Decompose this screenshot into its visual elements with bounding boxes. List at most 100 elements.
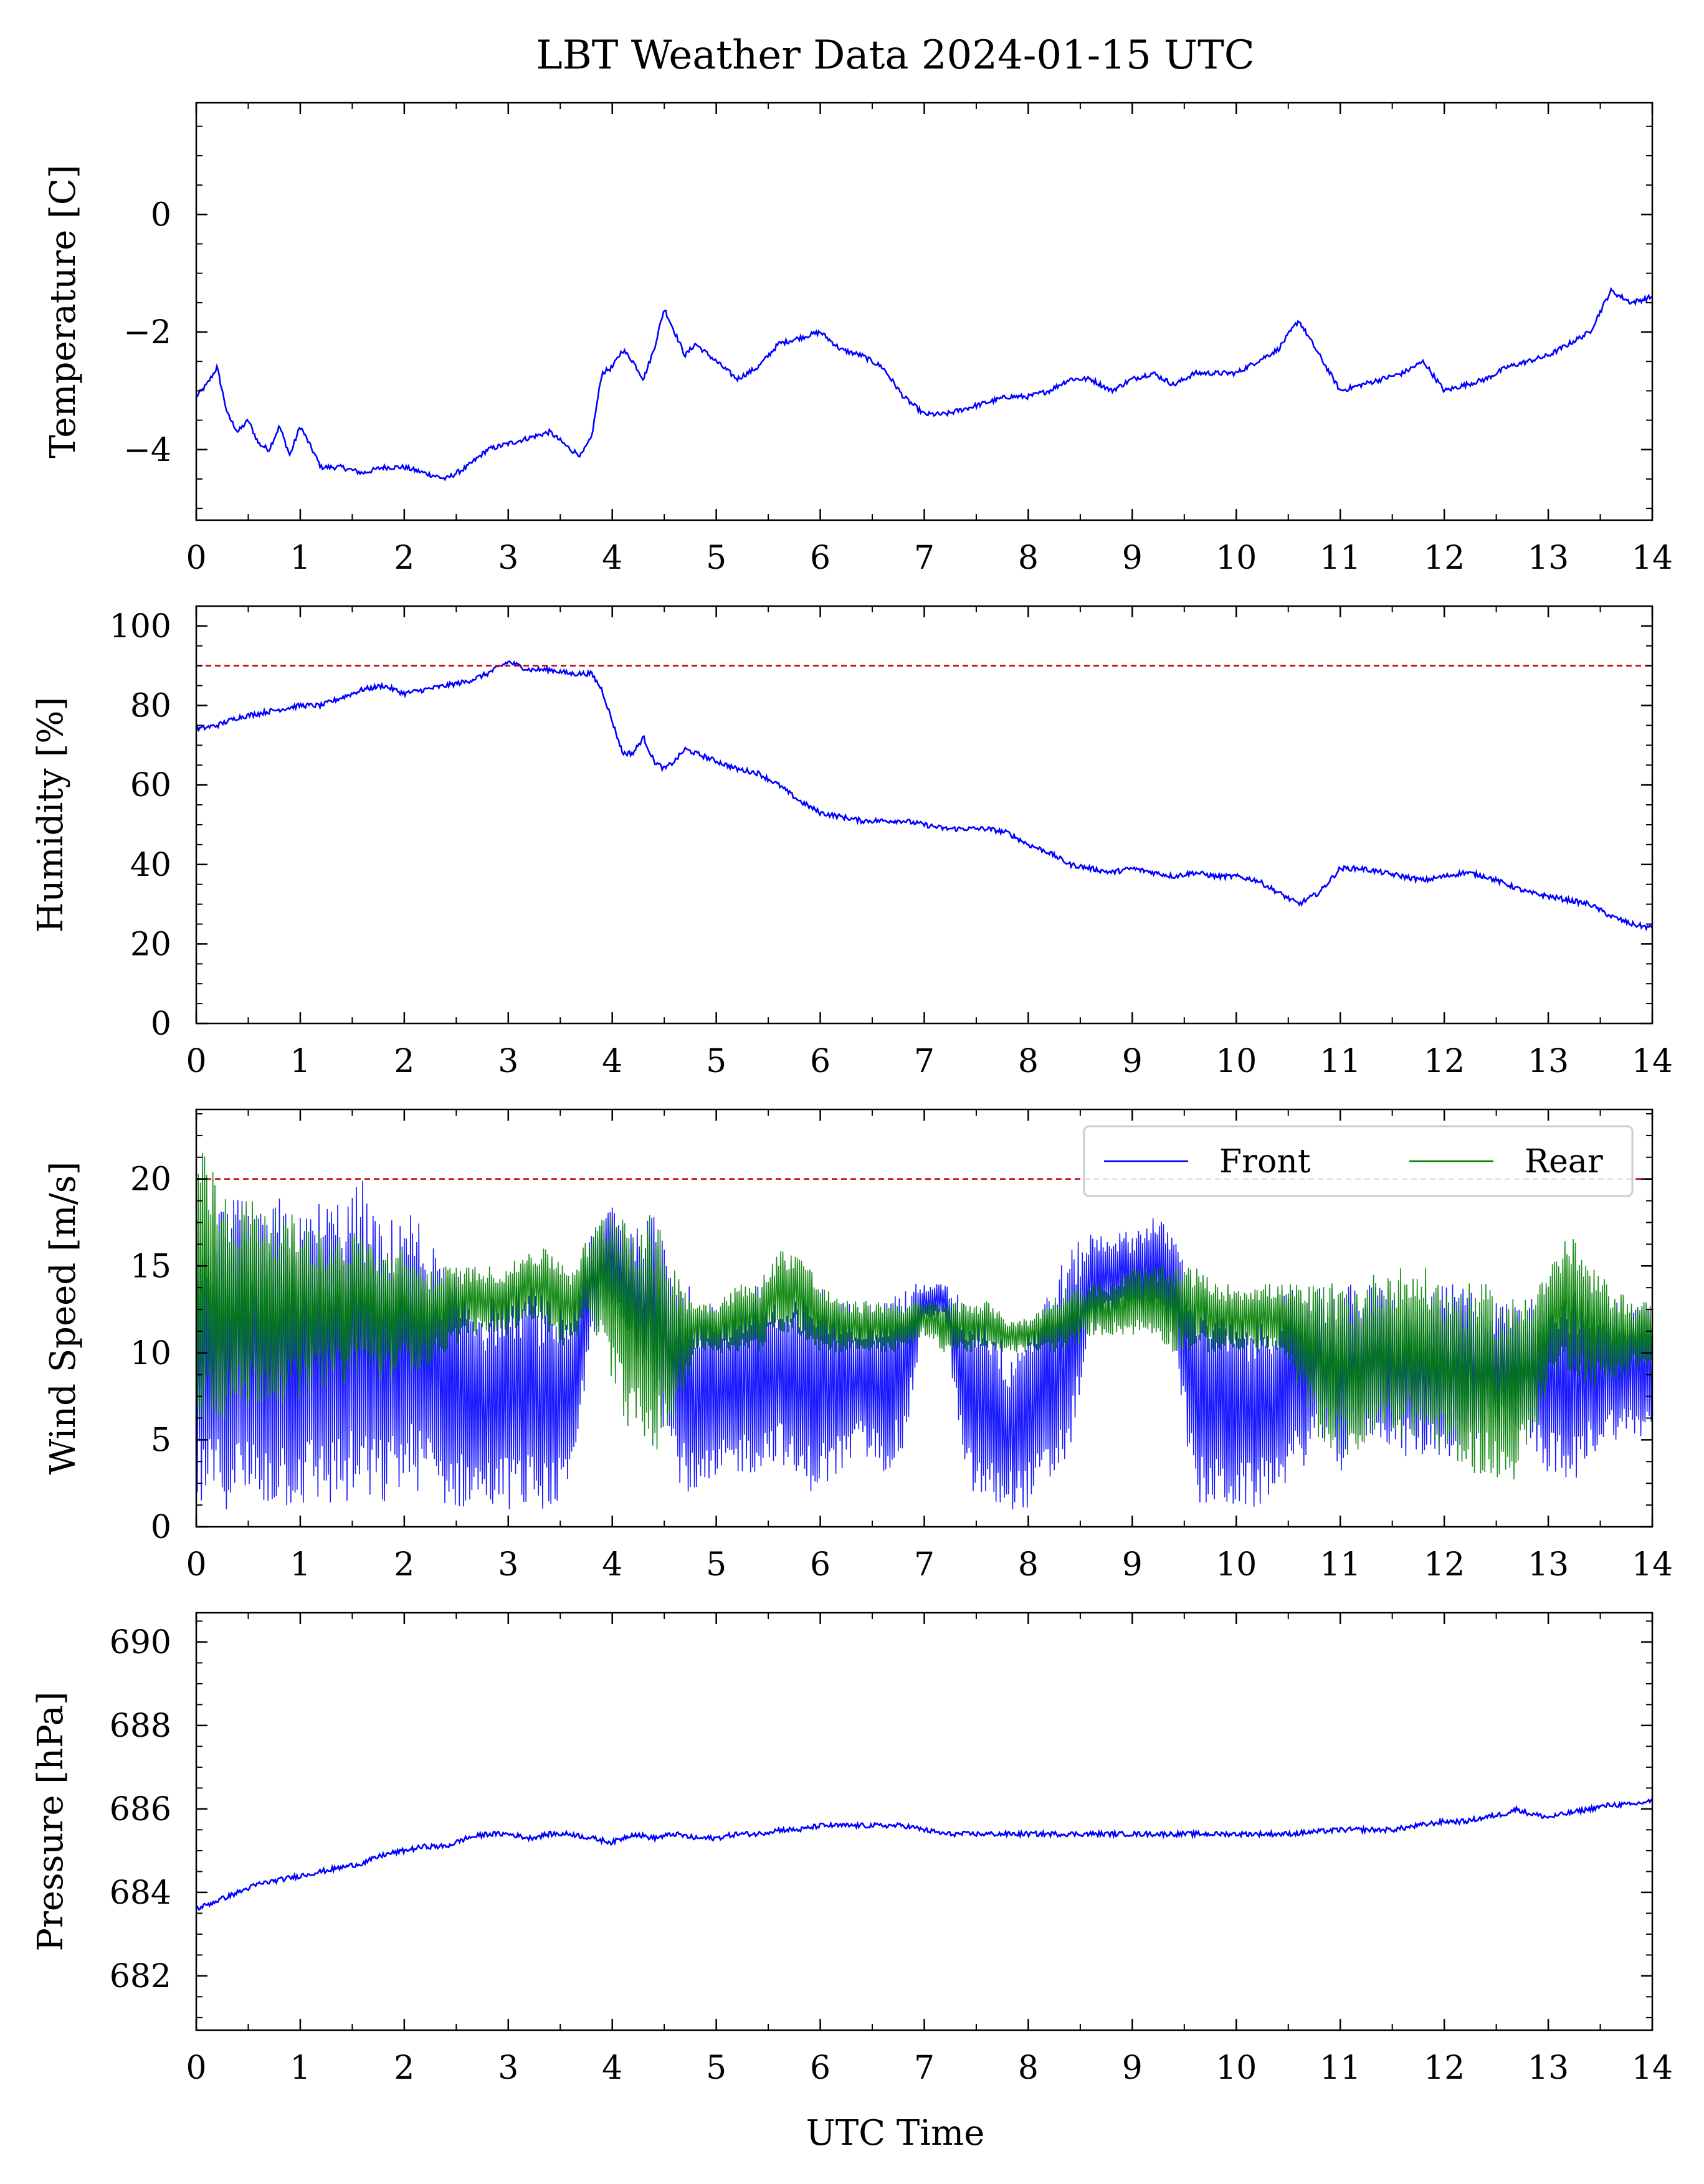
x-tick-label: 13 [1528,1043,1569,1080]
temperature-axes-frame [195,102,1654,521]
x-tick-label: 14 [1632,2049,1673,2087]
x-tick-label: 13 [1528,1546,1569,1583]
y-tick-label: 5 [151,1422,171,1459]
x-tick-label: 4 [602,1043,622,1080]
x-tick-label: 11 [1320,539,1361,577]
humidity-y-axis-label: Humidity [%] [31,697,71,933]
x-tick-label: 9 [1122,1546,1143,1583]
x-tick-label: 10 [1216,1546,1257,1583]
x-tick-label: 3 [498,1546,518,1583]
y-tick-label: −4 [123,432,171,469]
x-tick-label: 2 [394,1546,414,1583]
temperature-series-line [196,287,1652,482]
x-tick-label: 2 [394,1043,414,1080]
y-tick-label: 20 [130,926,171,963]
x-tick-label: 0 [186,539,206,577]
x-tick-label: 10 [1216,1043,1257,1080]
humidity-series-line [196,660,1652,931]
y-tick-label: −2 [123,314,171,351]
y-tick-label: 60 [130,767,171,804]
x-tick-label: 10 [1216,539,1257,577]
x-tick-label: 7 [914,1043,935,1080]
wind-speed-plot-area [196,1152,1652,1509]
x-tick-label: 5 [706,1546,726,1583]
x-tick-label: 2 [394,2049,414,2087]
x-tick-label: 5 [706,2049,726,2087]
y-tick-label: 10 [130,1335,171,1372]
pressure-y-axis-label: Pressure [hPa] [31,1691,71,1951]
x-tick-label: 11 [1320,1546,1361,1583]
x-tick-label: 13 [1528,539,1569,577]
pressure-plot-area [196,1798,1652,1911]
x-tick-label: 12 [1424,1043,1465,1080]
x-tick-label: 0 [186,1043,206,1080]
x-tick-label: 7 [914,1546,935,1583]
y-tick-label: 40 [130,847,171,884]
x-tick-label: 13 [1528,2049,1569,2087]
y-tick-label: 20 [130,1161,171,1199]
humidity-axes-frame [195,605,1654,1025]
x-tick-label: 9 [1122,2049,1143,2087]
x-tick-label: 6 [810,1043,831,1080]
x-tick-label: 1 [290,1043,310,1080]
pressure-axes-frame [195,1612,1654,2031]
x-tick-label: 7 [914,2049,935,2087]
y-tick-label: 0 [151,1509,171,1546]
y-tick-label: 688 [110,1707,171,1745]
x-tick-label: 14 [1632,539,1673,577]
x-tick-label: 3 [498,2049,518,2087]
x-tick-label: 1 [290,2049,310,2087]
legend-box [1083,1125,1634,1197]
y-tick-label: 686 [110,1791,171,1828]
x-tick-label: 3 [498,539,518,577]
panel-pressure: 0 1 2 3 4 5 6 7 8 9 10 11 12 13 14682684686688690Press… [31,1612,1673,2087]
temperature-plot-area [196,287,1652,482]
x-tick-label: 7 [914,539,935,577]
wind-speed-series-rear [196,1152,1652,1479]
pressure-series-line [196,1798,1652,1911]
x-tick-label: 0 [186,2049,206,2087]
x-tick-label: 6 [810,2049,831,2087]
x-tick-label: 0 [186,1546,206,1583]
x-tick-label: 4 [602,2049,622,2087]
x-tick-label: 1 [290,1546,310,1583]
x-tick-label: 10 [1216,2049,1257,2087]
y-tick-label: 0 [151,196,171,234]
x-tick-label: 9 [1122,1043,1143,1080]
x-tick-label: 5 [706,539,726,577]
y-tick-label: 0 [151,1005,171,1043]
wind-speed-legend: Front Rear [1083,1125,1634,1197]
y-tick-label: 690 [110,1624,171,1661]
x-tick-label: 14 [1632,1546,1673,1583]
panel-humidity: 0 1 2 3 4 5 6 7 8 9 10 11 12 13 14020406080100Humidity… [31,605,1673,1080]
x-tick-label: 12 [1424,539,1465,577]
x-tick-label: 6 [810,539,831,577]
x-tick-label: 9 [1122,539,1143,577]
x-tick-label: 2 [394,539,414,577]
x-tick-label: 4 [602,1546,622,1583]
x-tick-label: 6 [810,1546,831,1583]
x-tick-label: 12 [1424,2049,1465,2087]
x-tick-label: 14 [1632,1043,1673,1080]
x-tick-label: 8 [1018,1043,1039,1080]
temperature-y-axis-label: Temperature [C] [43,164,83,458]
x-tick-label: 4 [602,539,622,577]
x-tick-label: 8 [1018,539,1039,577]
x-tick-label: 8 [1018,1546,1039,1583]
legend-entry-label: Front [1219,1143,1311,1180]
x-tick-label: 11 [1320,2049,1361,2087]
y-tick-label: 682 [110,1958,171,1995]
x-tick-label: 3 [498,1043,518,1080]
humidity-plot-area [196,660,1652,931]
legend-entry-label: Rear [1525,1143,1603,1180]
x-tick-label: 8 [1018,2049,1039,2087]
y-tick-label: 100 [110,608,171,645]
figure-title: LBT Weather Data 2024-01-15 UTC [536,32,1255,78]
x-tick-label: 5 [706,1043,726,1080]
y-tick-label: 80 [130,688,171,725]
x-tick-label: 11 [1320,1043,1361,1080]
